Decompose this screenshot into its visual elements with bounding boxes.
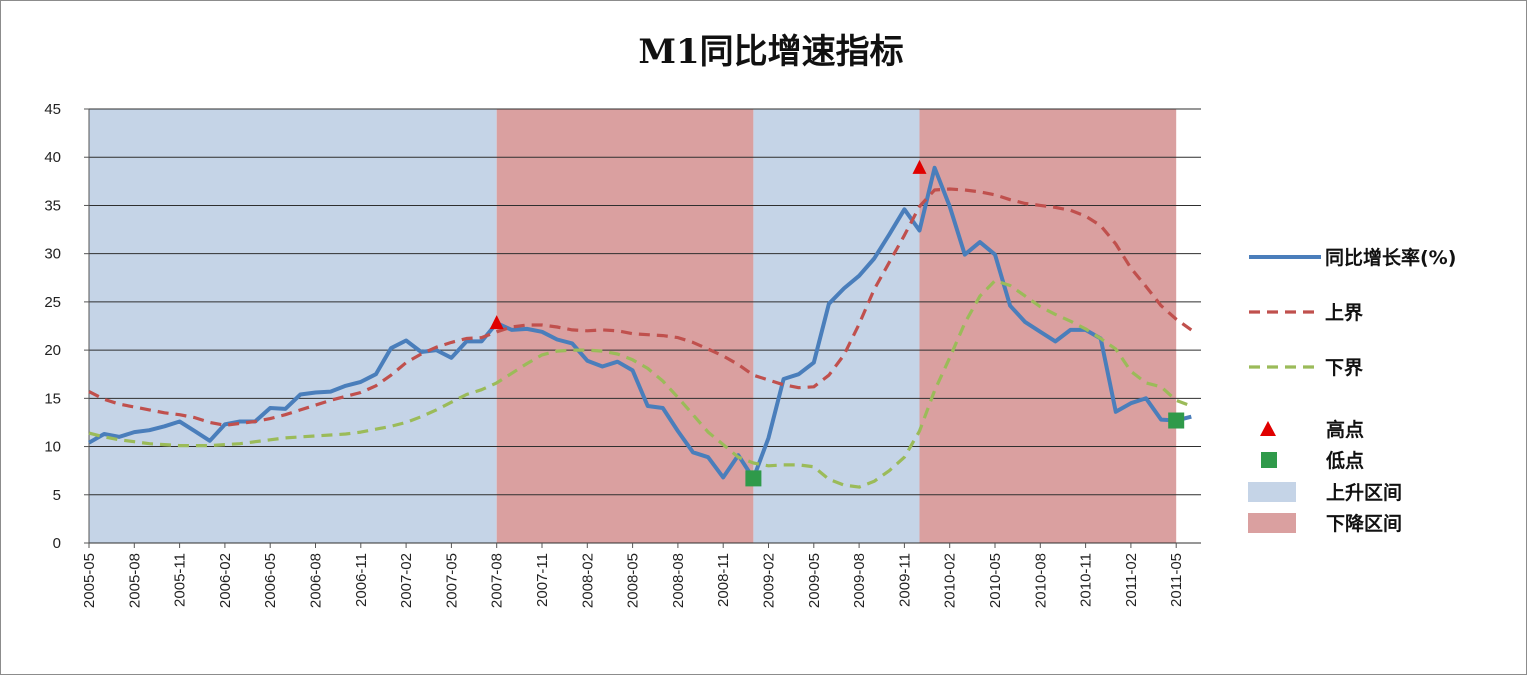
x-tick-label: 2011-05 xyxy=(1168,553,1185,607)
x-tick-label: 2008-08 xyxy=(670,553,687,608)
markers xyxy=(489,159,1185,487)
low-point-marker xyxy=(1168,412,1185,429)
x-axis-ticks: 2005-05 2005-08 2005-11 2006-02 2006-05 2006-… xyxy=(81,543,1185,608)
upper-bound-line xyxy=(88,187,1193,427)
gridlines xyxy=(84,108,1201,544)
x-tick-label: 2010-02 xyxy=(942,553,959,608)
high-point-marker xyxy=(489,315,504,330)
x-tick-label: 2008-11 xyxy=(715,553,732,607)
y-axis-ticks: 0 5 10 15 20 25 30 35 40 45 xyxy=(44,101,61,552)
y-tick-label: 0 xyxy=(53,535,61,552)
x-tick-label: 2009-05 xyxy=(806,553,823,608)
chart-title: M1同比增速指标 xyxy=(638,32,903,72)
x-tick-label: 2006-02 xyxy=(217,553,234,608)
y-tick-label: 30 xyxy=(44,246,61,263)
y-tick-label: 45 xyxy=(44,101,61,118)
rise-region xyxy=(753,109,920,543)
legend-label: 上界 xyxy=(1325,302,1363,324)
legend-label: 下界 xyxy=(1325,357,1363,379)
x-tick-label: 2008-02 xyxy=(579,553,596,608)
growth-rate-line xyxy=(88,165,1192,481)
legend-triangle-swatch xyxy=(1260,421,1276,436)
rise-region xyxy=(89,109,497,543)
x-tick-label: 2007-05 xyxy=(443,553,460,608)
x-tick-label: 2006-11 xyxy=(353,553,370,607)
lower-bound-line xyxy=(88,279,1192,489)
legend-area-swatch xyxy=(1248,482,1296,502)
x-tick-label: 2005-08 xyxy=(126,553,143,608)
regions xyxy=(89,109,1177,543)
y-tick-label: 40 xyxy=(44,149,61,166)
y-tick-label: 25 xyxy=(44,294,61,311)
x-tick-label: 2005-05 xyxy=(81,553,98,608)
x-tick-label: 2011-02 xyxy=(1123,553,1140,607)
legend-area-swatch xyxy=(1248,513,1296,533)
y-tick-label: 5 xyxy=(53,487,61,504)
x-tick-label: 2010-11 xyxy=(1078,553,1095,607)
legend-label: 下降区间 xyxy=(1326,512,1402,535)
y-tick-label: 35 xyxy=(44,197,61,214)
legend-label: 高点 xyxy=(1326,418,1364,441)
x-tick-label: 2006-05 xyxy=(262,553,279,608)
legend-square-swatch xyxy=(1261,452,1277,468)
x-tick-label: 2007-11 xyxy=(534,553,551,607)
legend-label: 上升区间 xyxy=(1326,482,1402,504)
x-tick-label: 2009-11 xyxy=(896,553,913,607)
legend-label: 低点 xyxy=(1325,449,1364,472)
x-tick-label: 2005-11 xyxy=(172,553,189,607)
y-tick-label: 15 xyxy=(44,390,61,407)
x-tick-label: 2010-05 xyxy=(987,553,1004,608)
x-tick-label: 2010-08 xyxy=(1032,553,1049,608)
y-tick-label: 20 xyxy=(44,342,61,359)
x-tick-label: 2008-05 xyxy=(625,553,642,608)
x-tick-label: 2009-02 xyxy=(761,553,778,608)
x-tick-label: 2007-02 xyxy=(398,553,415,608)
x-tick-label: 2009-08 xyxy=(851,553,868,608)
fall-region xyxy=(919,109,1177,543)
legend-label: 同比增长率(%) xyxy=(1325,246,1456,269)
low-point-marker xyxy=(745,470,762,487)
high-point-marker xyxy=(912,159,927,174)
x-tick-label: 2007-08 xyxy=(489,553,506,608)
y-tick-label: 10 xyxy=(44,439,61,456)
x-tick-label: 2006-08 xyxy=(308,553,325,608)
series-lines xyxy=(88,165,1193,489)
